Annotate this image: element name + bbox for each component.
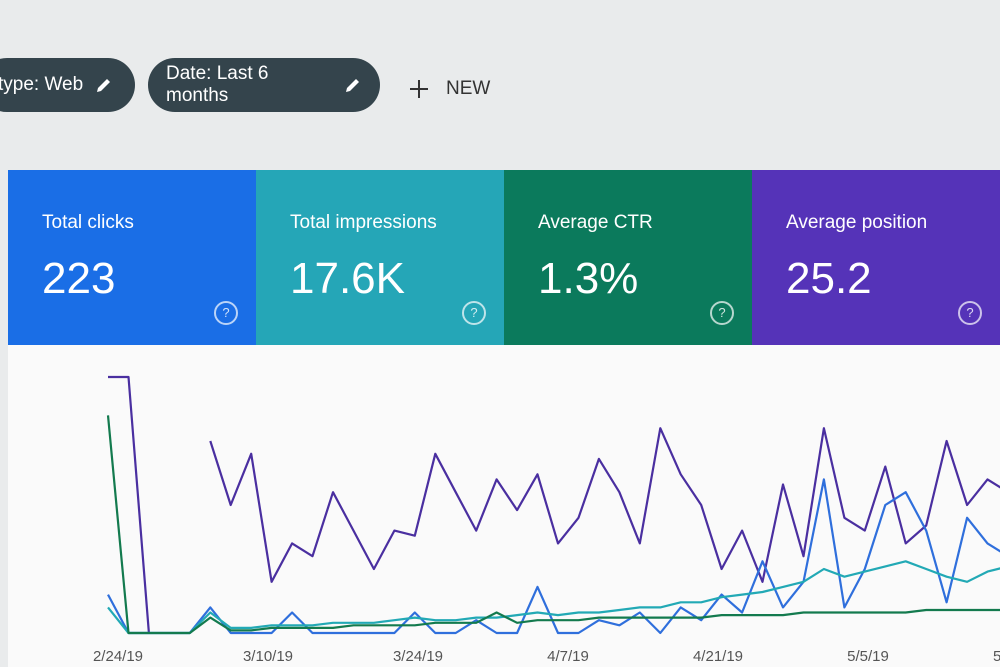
- x-tick-label: 3/24/19: [393, 648, 443, 665]
- card-value: 17.6K: [290, 254, 405, 303]
- metric-card[interactable]: Average position 25.2?: [752, 170, 1000, 345]
- help-icon[interactable]: ?: [958, 301, 982, 325]
- chart: 2/24/19 3/10/19 3/24/19 4/7/19 4/21/19 5/5/19…: [8, 345, 1000, 667]
- chart-background: [8, 345, 1000, 667]
- card-value: 1.3%: [538, 254, 639, 303]
- edit-icon: [97, 79, 111, 92]
- metric-card[interactable]: Total impressions 17.6K?: [256, 170, 504, 345]
- help-icon[interactable]: ?: [462, 301, 486, 325]
- card-title: Average CTR: [538, 212, 653, 233]
- x-tick-label: 4/7/19: [547, 648, 589, 665]
- help-icon[interactable]: ?: [710, 301, 734, 325]
- plus-icon: [410, 80, 428, 98]
- card-title: Total impressions: [290, 212, 437, 233]
- edit-icon: [346, 79, 360, 92]
- filter-chip[interactable]: Date: Last 6 months: [148, 58, 380, 112]
- x-tick-label: 3/10/19: [243, 648, 293, 665]
- metric-card[interactable]: Average CTR 1.3%?: [504, 170, 752, 345]
- x-tick-label: 5/19/19: [993, 648, 1000, 665]
- card-value: 25.2: [786, 254, 872, 303]
- chip-label: Date: Last 6 months: [166, 63, 269, 106]
- series-line: [107, 478, 1000, 635]
- new-button[interactable]: NEW: [408, 78, 490, 100]
- chip-label: type: Web: [0, 74, 84, 95]
- new-label: NEW: [446, 78, 491, 99]
- metric-card[interactable]: Total clicks 223?: [8, 170, 256, 345]
- series-line: [106, 415, 1000, 635]
- series-line: [108, 375, 1000, 634]
- card-title: Total clicks: [42, 212, 134, 233]
- x-tick-label: 5/5/19: [847, 648, 889, 665]
- x-tick-label: 4/21/19: [693, 648, 743, 665]
- help-icon[interactable]: ?: [214, 301, 238, 325]
- card-value: 223: [42, 254, 116, 303]
- x-tick-label: 2/24/19: [93, 648, 143, 665]
- card-title: Average position: [786, 212, 928, 233]
- filter-chip[interactable]: type: Web: [0, 58, 135, 112]
- series-line: [107, 560, 1000, 635]
- metric-cards: Total clicks 223? Total impressions 17.6K? A…: [8, 170, 1000, 345]
